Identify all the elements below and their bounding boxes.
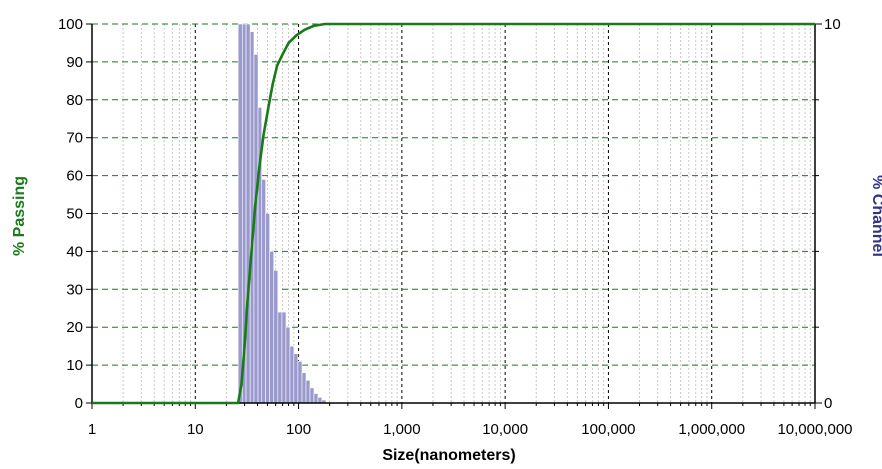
x-tick-label: 100,000 <box>581 421 635 438</box>
y2-tick-label: 10 <box>824 16 841 33</box>
y-tick-label: 90 <box>66 54 83 71</box>
channel-bar <box>289 345 295 404</box>
channel-bar <box>297 361 303 404</box>
y-tick-label: 70 <box>66 130 83 147</box>
y-tick-label: 20 <box>66 319 83 336</box>
channel-bar <box>237 23 243 404</box>
channel-bar <box>265 213 270 404</box>
passing-curve <box>92 22 815 405</box>
channel-bar <box>301 372 307 404</box>
x-tick-label: 1,000,000 <box>678 421 745 438</box>
y2-axis-title: % Channel <box>869 175 882 257</box>
x-tick-label: 10,000,000 <box>777 421 852 438</box>
y-tick-label: 80 <box>66 92 83 109</box>
y-tick-label: 0 <box>75 395 83 412</box>
tick-labels: 0 10 20 30 40 50 60 70 80 90 100 0 10 1 10 100 1,000 10,0… <box>58 16 853 438</box>
channel-bar <box>269 251 275 404</box>
channel-bar <box>281 311 287 404</box>
y-tick-label: 30 <box>66 281 83 298</box>
y2-tick-label: 0 <box>824 395 832 412</box>
channel-bar <box>317 397 323 404</box>
y-tick-label: 60 <box>66 168 83 185</box>
passing-line <box>92 22 815 405</box>
channel-bar <box>261 179 266 404</box>
x-tick-label: 10 <box>187 421 204 438</box>
channel-bar <box>305 379 311 404</box>
y-axis-title: % Passing <box>11 176 28 256</box>
y-tick-label: 50 <box>66 206 83 223</box>
channel-bar <box>309 387 315 404</box>
channel-bar <box>293 353 299 404</box>
x-axis-title: Size(nanometers) <box>382 447 515 464</box>
y-tick-label: 10 <box>66 357 83 374</box>
channel-bar <box>285 326 291 404</box>
channel-bar <box>313 393 319 404</box>
channel-bar <box>245 23 251 404</box>
x-tick-label: 1,000 <box>383 421 421 438</box>
channel-bar <box>273 270 279 404</box>
y-tick-label: 40 <box>66 243 83 260</box>
channel-bar <box>277 311 283 404</box>
x-tick-label: 100 <box>286 421 311 438</box>
y-tick-label: 100 <box>58 16 83 33</box>
x-tick-label: 1 <box>88 421 96 438</box>
x-tick-label: 10,000 <box>482 421 528 438</box>
